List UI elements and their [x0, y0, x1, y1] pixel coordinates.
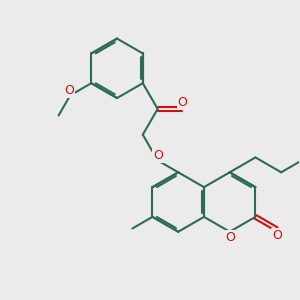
Text: O: O	[225, 231, 235, 244]
Text: O: O	[272, 229, 282, 242]
Text: O: O	[153, 149, 163, 162]
Text: O: O	[64, 84, 74, 97]
Text: O: O	[178, 97, 188, 110]
